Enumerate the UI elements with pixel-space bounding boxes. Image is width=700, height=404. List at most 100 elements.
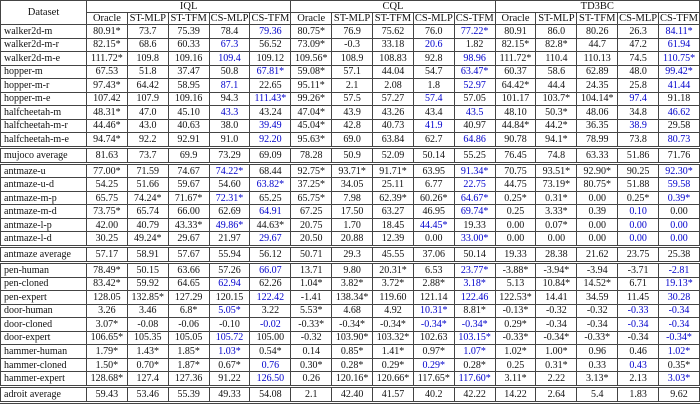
value-cell: 4.92 [372,303,414,319]
value-cell: -3.71 [617,261,660,278]
value-cell: 110.13 [576,51,619,66]
value-cell: 7.98 [331,190,374,206]
dataset-cell: walker2d-m-e [0,51,87,66]
table-row: antmaze-u-d 54.25 51.66 59.67 54.60 63.82* 37.… [0,177,700,192]
value-cell: 81.63 [86,145,128,165]
value-cell: 67.3 [208,37,251,53]
value-cell: 43.33* [167,217,210,233]
col-header-oracle: Oracle [290,12,333,25]
value-cell: 0.00 [494,217,537,233]
col-header-oracle: Oracle [86,12,128,25]
value-cell: 93.71* [331,162,374,179]
value-cell: 56.52 [249,37,292,53]
value-cell: 60.33 [167,37,210,53]
value-cell: 10.31* [412,303,455,319]
value-cell: 54.7 [412,64,455,80]
value-cell: 76.45 [494,145,537,165]
value-cell: 0.54* [249,344,292,359]
value-cell: 2.1 [290,384,333,404]
value-cell: -0.06 [167,317,210,332]
value-cell: 62.39* [372,190,414,206]
value-cell: 73.29 [208,145,251,165]
value-cell: 73.8 [617,132,660,148]
dataset-cell: hopper-m-e [0,91,87,107]
value-cell: 47.0 [126,105,169,120]
dataset-cell: antmaze-l-d [0,231,87,248]
value-cell: 3.22 [249,303,292,319]
col-header-st-mlp: ST-MLP [126,12,169,25]
value-cell: -0.34 [576,317,619,332]
value-cell: -0.08 [126,317,169,332]
value-cell: 74.67 [167,162,210,179]
table-row: hopper-m-r 97.43* 64.42 58.95 87.1 22.65 95.11… [0,78,700,93]
value-cell: 80.73 [658,132,700,148]
table-row: hammer-cloned 1.50* 0.70* 1.87* 0.67* 0.76 0.3… [0,357,700,373]
value-cell: 72.31* [208,190,251,206]
value-cell: 58.95 [167,78,210,93]
average-row: mujoco average 81.63 73.7 69.9 73.29 69.09 78.… [0,145,700,165]
value-cell: 103.15* [453,330,496,346]
table-row: door-expert 106.65* 105.35 105.05 105.72 105.… [0,330,700,346]
value-cell: 0.29* [412,357,455,373]
value-cell: 44.75 [494,177,537,192]
value-cell: 92.2 [126,132,169,148]
dataset-cell: antmaze-l-p [0,217,87,233]
value-cell: 132.85* [126,290,169,305]
value-cell: 0.28* [331,357,374,373]
value-cell: 44.46* [86,118,128,134]
value-cell: 1.03* [208,344,251,359]
value-cell: 1.04* [290,276,333,292]
value-cell: 94.3 [208,91,251,107]
value-cell: 75.62 [372,24,414,39]
value-cell: 3.46 [126,303,169,319]
value-cell: 0.00 [617,217,660,233]
table-row: hammer-expert 128.68* 127.4 127.36 91.22 126.… [0,371,700,387]
value-cell: 0.00 [494,231,537,248]
value-cell: 105.35 [126,330,169,346]
value-cell: 43.4 [412,105,455,120]
value-cell: 0.25* [494,190,537,206]
value-cell: 3.11* [494,371,537,387]
value-cell: 101.17 [494,91,537,107]
value-cell: 57.26 [208,261,251,278]
value-cell: -0.34 [658,303,700,319]
dataset-cell: hopper-m-r [0,78,87,93]
value-cell: 14.22 [494,384,537,404]
group-header-row: Dataset IQL CQL TD3BC [0,0,700,25]
value-cell: 43.9 [331,105,374,120]
value-cell: 1.02* [658,344,700,359]
value-cell: 55.25 [453,145,496,165]
value-cell: 82.15* [86,37,128,53]
table-row: walker2d-m 80.91* 73.7 75.39 78.4 79.36 80.75*… [0,24,700,39]
value-cell: 2.88* [412,276,455,292]
value-cell: 63.33 [576,145,619,165]
value-cell: 29.58 [658,118,700,134]
value-cell: 65.74 [126,204,169,219]
value-cell: 45.04* [290,118,333,134]
value-cell: 53.46 [126,384,169,404]
value-cell: 70.75 [494,162,537,179]
value-cell: 29.67 [249,231,292,248]
value-cell: 86.0 [535,24,578,39]
value-cell: 65.25 [249,190,292,206]
value-cell: -0.33 [617,303,660,319]
value-cell: 0.00 [658,204,700,219]
value-cell: 91.0 [208,132,251,148]
value-cell: 97.43* [86,78,128,93]
value-cell: 6.53 [412,261,455,278]
value-cell: 57.17 [86,245,128,264]
value-cell: -0.34* [412,317,455,332]
value-cell: 9.80 [331,261,374,278]
value-cell: 10.84* [535,276,578,292]
table-row: antmaze-m-p 65.75 74.24* 71.67* 72.31* 65.25 6… [0,190,700,206]
value-cell: 110.75* [658,51,700,66]
value-cell: 0.29* [372,357,414,373]
value-cell: 108.9 [331,51,374,66]
value-cell: 59.92 [126,276,169,292]
col-header-cs-tfm: CS-TFM [658,12,700,25]
value-cell: 26.3 [617,24,660,39]
table-row: pen-human 78.49* 50.15 63.66 57.26 66.07 13.71… [0,261,700,278]
value-cell: 17.50 [331,204,374,219]
value-cell: 73.7 [126,24,169,39]
value-cell: 91.34* [453,162,496,179]
